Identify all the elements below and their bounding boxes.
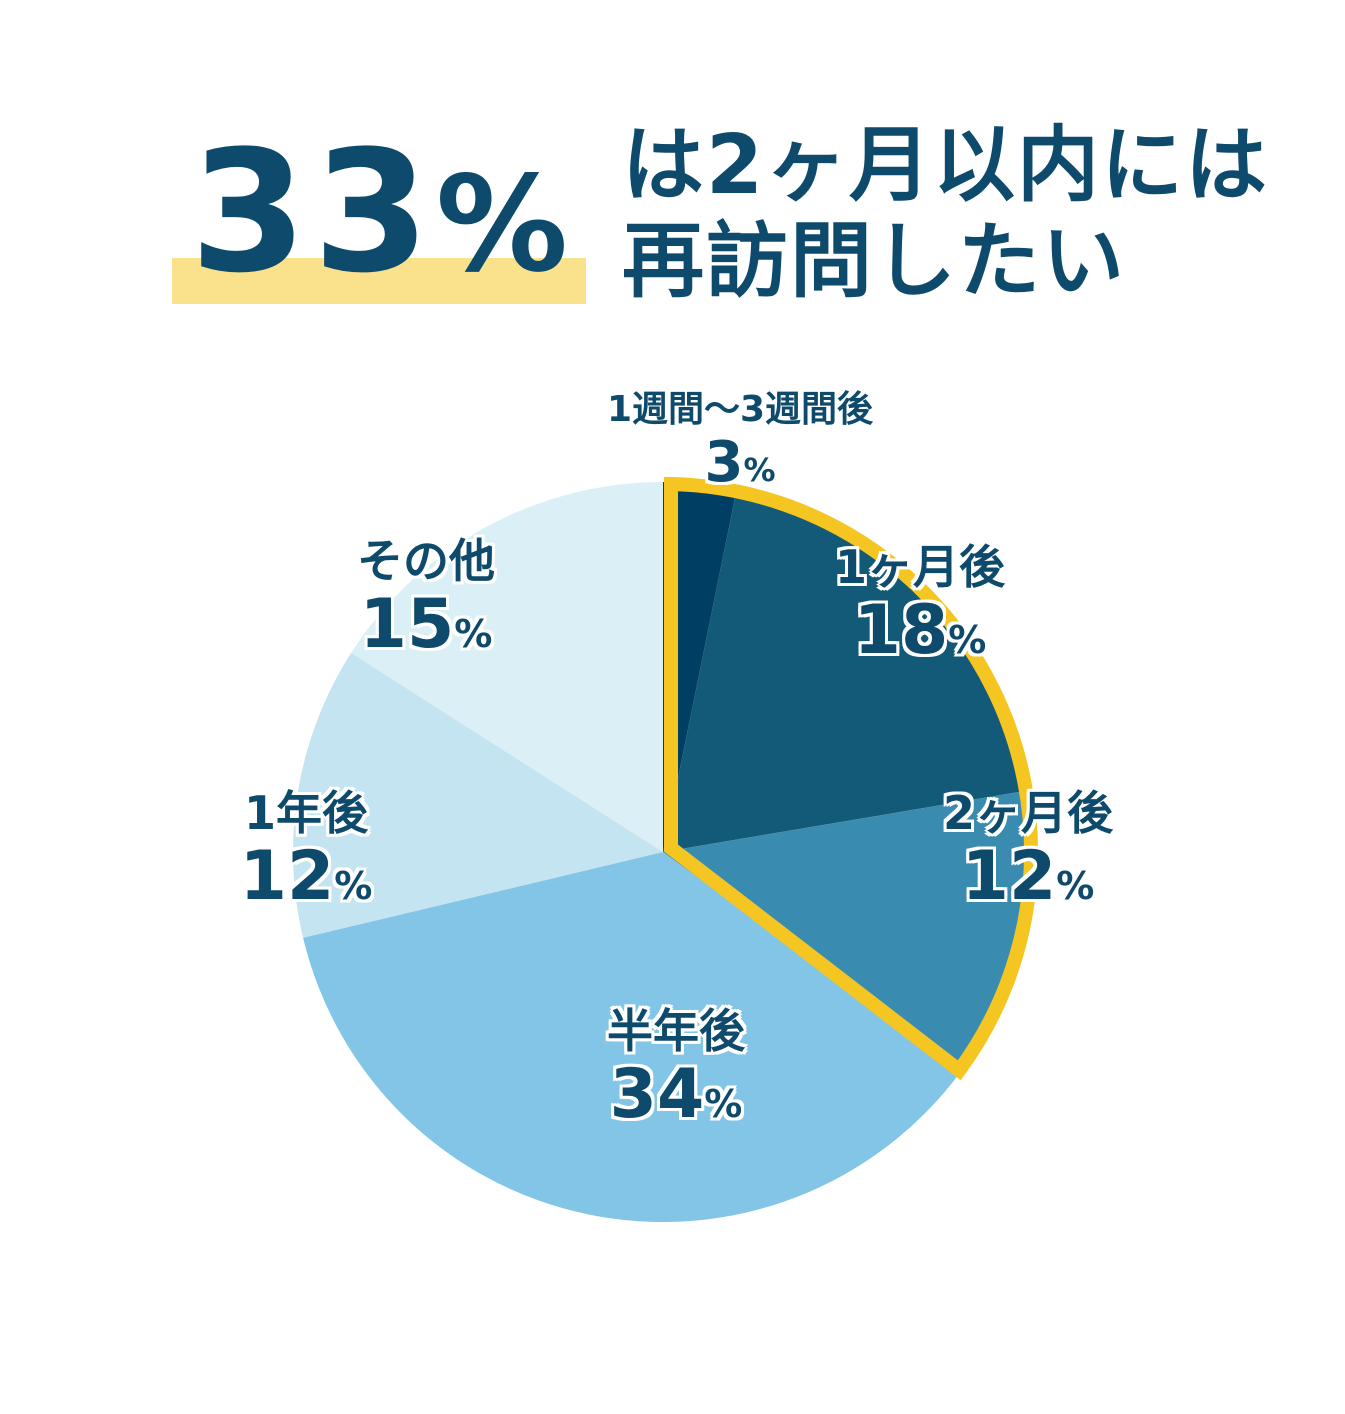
- headline: 33% は2ヶ月以内には 再訪問したい: [0, 0, 1345, 320]
- slice-value-4: 12%: [240, 840, 373, 923]
- headline-unit: %: [435, 148, 575, 302]
- slice-label-3: 半年後 34%: [607, 1004, 745, 1141]
- slice-value-unit-5: %: [454, 612, 493, 656]
- slice-value-2: 12%: [943, 840, 1113, 923]
- slice-name-0: 1週間〜3週間後: [606, 389, 874, 430]
- headline-number: 33: [190, 114, 436, 310]
- slice-value-number-0: 3: [704, 430, 744, 495]
- slice-name-2: 2ヶ月後: [942, 786, 1114, 840]
- slice-value-unit-1: %: [948, 618, 987, 662]
- slice-label-1: 1ヶ月後 18%: [835, 540, 1005, 677]
- slice-value-number-3: 34: [609, 1055, 705, 1134]
- headline-line-1: は2ヶ月以内には: [622, 118, 1270, 213]
- pie-slice-4: [293, 652, 663, 938]
- slice-value-0: 3%: [607, 432, 873, 501]
- slice-value-1: 18%: [835, 594, 1005, 677]
- slice-label-2: 2ヶ月後 12%: [943, 786, 1113, 923]
- headline-highlight-bar: [172, 258, 586, 304]
- highlight-outline: [664, 476, 1039, 1081]
- slice-label-5: その他 15%: [357, 534, 495, 671]
- slice-value-unit-3: %: [704, 1082, 743, 1126]
- headline-text: は2ヶ月以内には 再訪問したい: [622, 118, 1269, 310]
- slice-value-unit-2: %: [1056, 864, 1095, 908]
- headline-line-2: 再訪問したい: [622, 214, 1127, 309]
- pie-slice-1: [663, 489, 1028, 852]
- slice-value-unit-4: %: [334, 864, 373, 908]
- pie-slice-2: [663, 790, 1033, 1072]
- slice-value-3: 34%: [607, 1058, 745, 1141]
- slice-value-5: 15%: [357, 588, 495, 671]
- slice-value-number-5: 15: [359, 585, 455, 664]
- headline-percentage: 33%: [190, 128, 574, 296]
- pie-slices: [293, 482, 1033, 1223]
- pie-slice-3: [303, 852, 961, 1223]
- slice-name-4: 1年後: [243, 786, 368, 840]
- slice-value-number-1: 18: [853, 591, 949, 670]
- slice-name-5: その他: [357, 534, 495, 588]
- slice-label-0: 1週間〜3週間後 3%: [607, 388, 873, 501]
- slice-label-4: 1年後 12%: [240, 786, 373, 923]
- slice-name-1: 1ヶ月後: [834, 540, 1006, 594]
- pie-highlight-outline: [664, 476, 1039, 1081]
- pie-slice-5: [351, 482, 663, 852]
- slice-name-3: 半年後: [607, 1004, 745, 1058]
- slice-value-number-4: 12: [239, 837, 335, 916]
- slice-value-number-2: 12: [961, 837, 1057, 916]
- slice-value-unit-0: %: [743, 451, 776, 489]
- pie-slice-0: [663, 482, 737, 852]
